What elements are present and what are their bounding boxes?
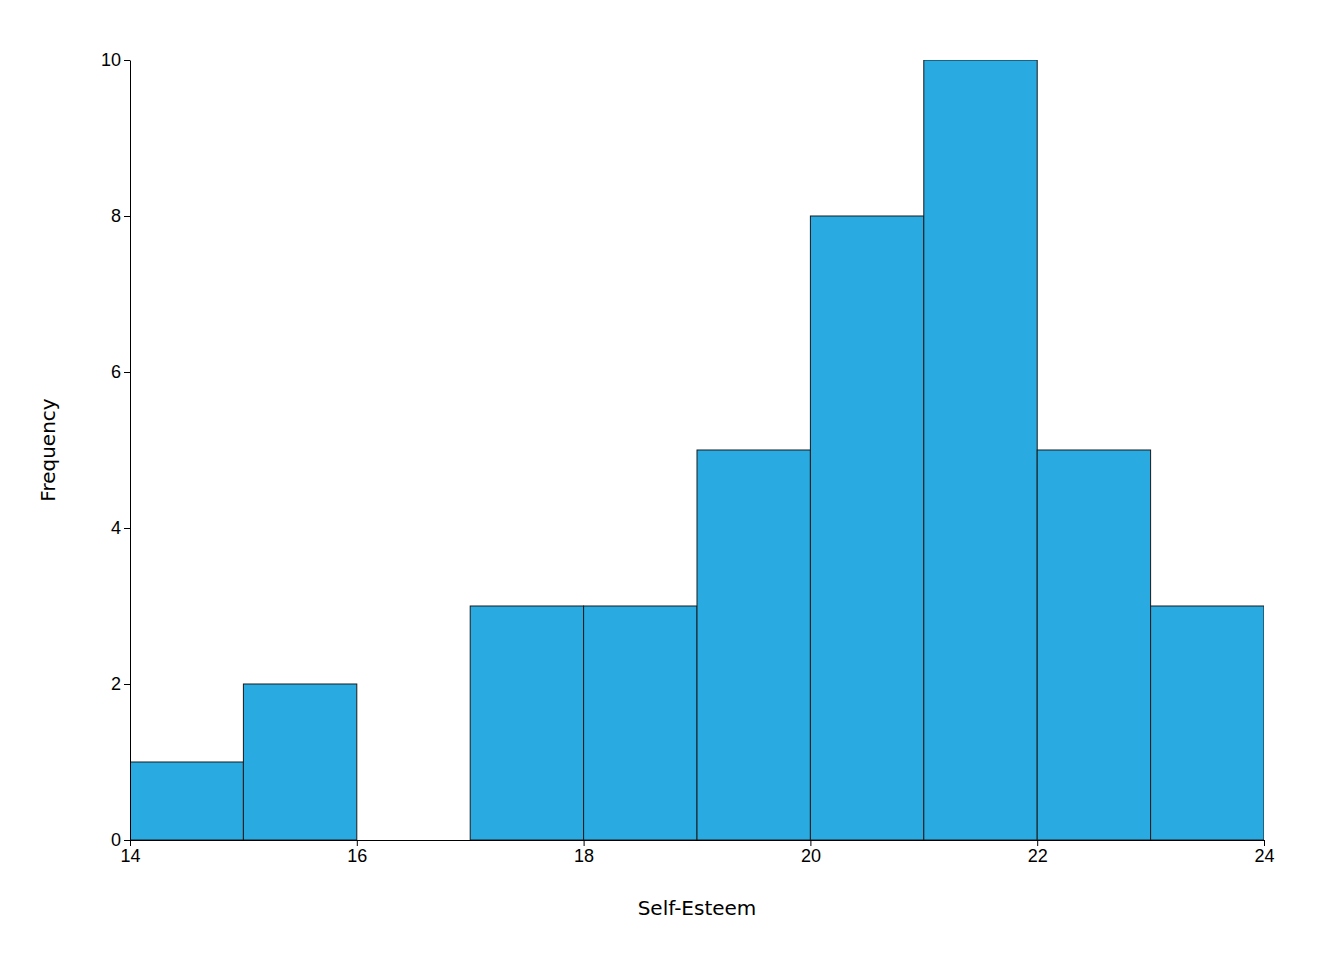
histogram-bar bbox=[1037, 450, 1150, 840]
y-tick-label: 0 bbox=[111, 830, 121, 850]
y-tick-mark bbox=[124, 840, 130, 841]
x-tick: 24 bbox=[1254, 840, 1274, 866]
y-tick: 6 bbox=[111, 362, 130, 382]
x-tick-label: 16 bbox=[347, 846, 367, 866]
y-tick-mark bbox=[124, 216, 130, 217]
histogram-bar bbox=[357, 840, 470, 841]
x-tick-label: 20 bbox=[801, 846, 821, 866]
x-axis-line bbox=[131, 840, 1265, 841]
x-tick: 16 bbox=[347, 840, 367, 866]
y-axis-line bbox=[130, 61, 131, 841]
y-tick: 2 bbox=[111, 674, 130, 694]
y-axis: 0 2 4 6 8 10 bbox=[101, 50, 131, 850]
histogram-bar bbox=[810, 216, 923, 840]
histogram-bar bbox=[924, 60, 1037, 840]
y-tick-label: 4 bbox=[111, 518, 121, 538]
x-tick: 22 bbox=[1028, 840, 1048, 866]
y-tick-label: 2 bbox=[111, 674, 121, 694]
histogram-bar bbox=[130, 762, 243, 840]
x-tick-label: 22 bbox=[1028, 846, 1048, 866]
x-tick: 18 bbox=[574, 840, 594, 866]
histogram-bar bbox=[470, 606, 583, 840]
y-tick-label: 6 bbox=[111, 362, 121, 382]
y-tick-mark bbox=[124, 684, 130, 685]
histogram-bar bbox=[697, 450, 810, 840]
y-tick-mark bbox=[124, 372, 130, 373]
chart: 1416182022240246810Self-EsteemFrequency bbox=[0, 0, 1344, 960]
y-tick: 4 bbox=[111, 518, 130, 538]
plot-area: 1416182022240246810 bbox=[101, 50, 1275, 866]
y-tick-label: 8 bbox=[111, 206, 121, 226]
histogram-bar bbox=[584, 606, 697, 840]
y-tick: 0 bbox=[111, 830, 130, 850]
x-tick-label: 14 bbox=[120, 846, 140, 866]
y-axis-title: Frequency bbox=[36, 398, 60, 501]
y-tick: 8 bbox=[111, 206, 130, 226]
histogram-bar bbox=[1151, 606, 1264, 840]
x-tick-label: 24 bbox=[1254, 846, 1274, 866]
bars bbox=[130, 60, 1264, 840]
x-tick: 14 bbox=[120, 840, 140, 866]
y-tick: 10 bbox=[101, 50, 130, 70]
x-tick-label: 18 bbox=[574, 846, 594, 866]
histogram-bar bbox=[243, 684, 356, 840]
x-tick: 20 bbox=[801, 840, 821, 866]
y-tick-mark bbox=[124, 60, 130, 61]
y-tick-label: 10 bbox=[101, 50, 121, 70]
x-axis-title: Self-Esteem bbox=[638, 896, 757, 920]
y-tick-mark bbox=[124, 528, 130, 529]
x-axis: 14 16 18 20 22 24 bbox=[120, 840, 1274, 866]
